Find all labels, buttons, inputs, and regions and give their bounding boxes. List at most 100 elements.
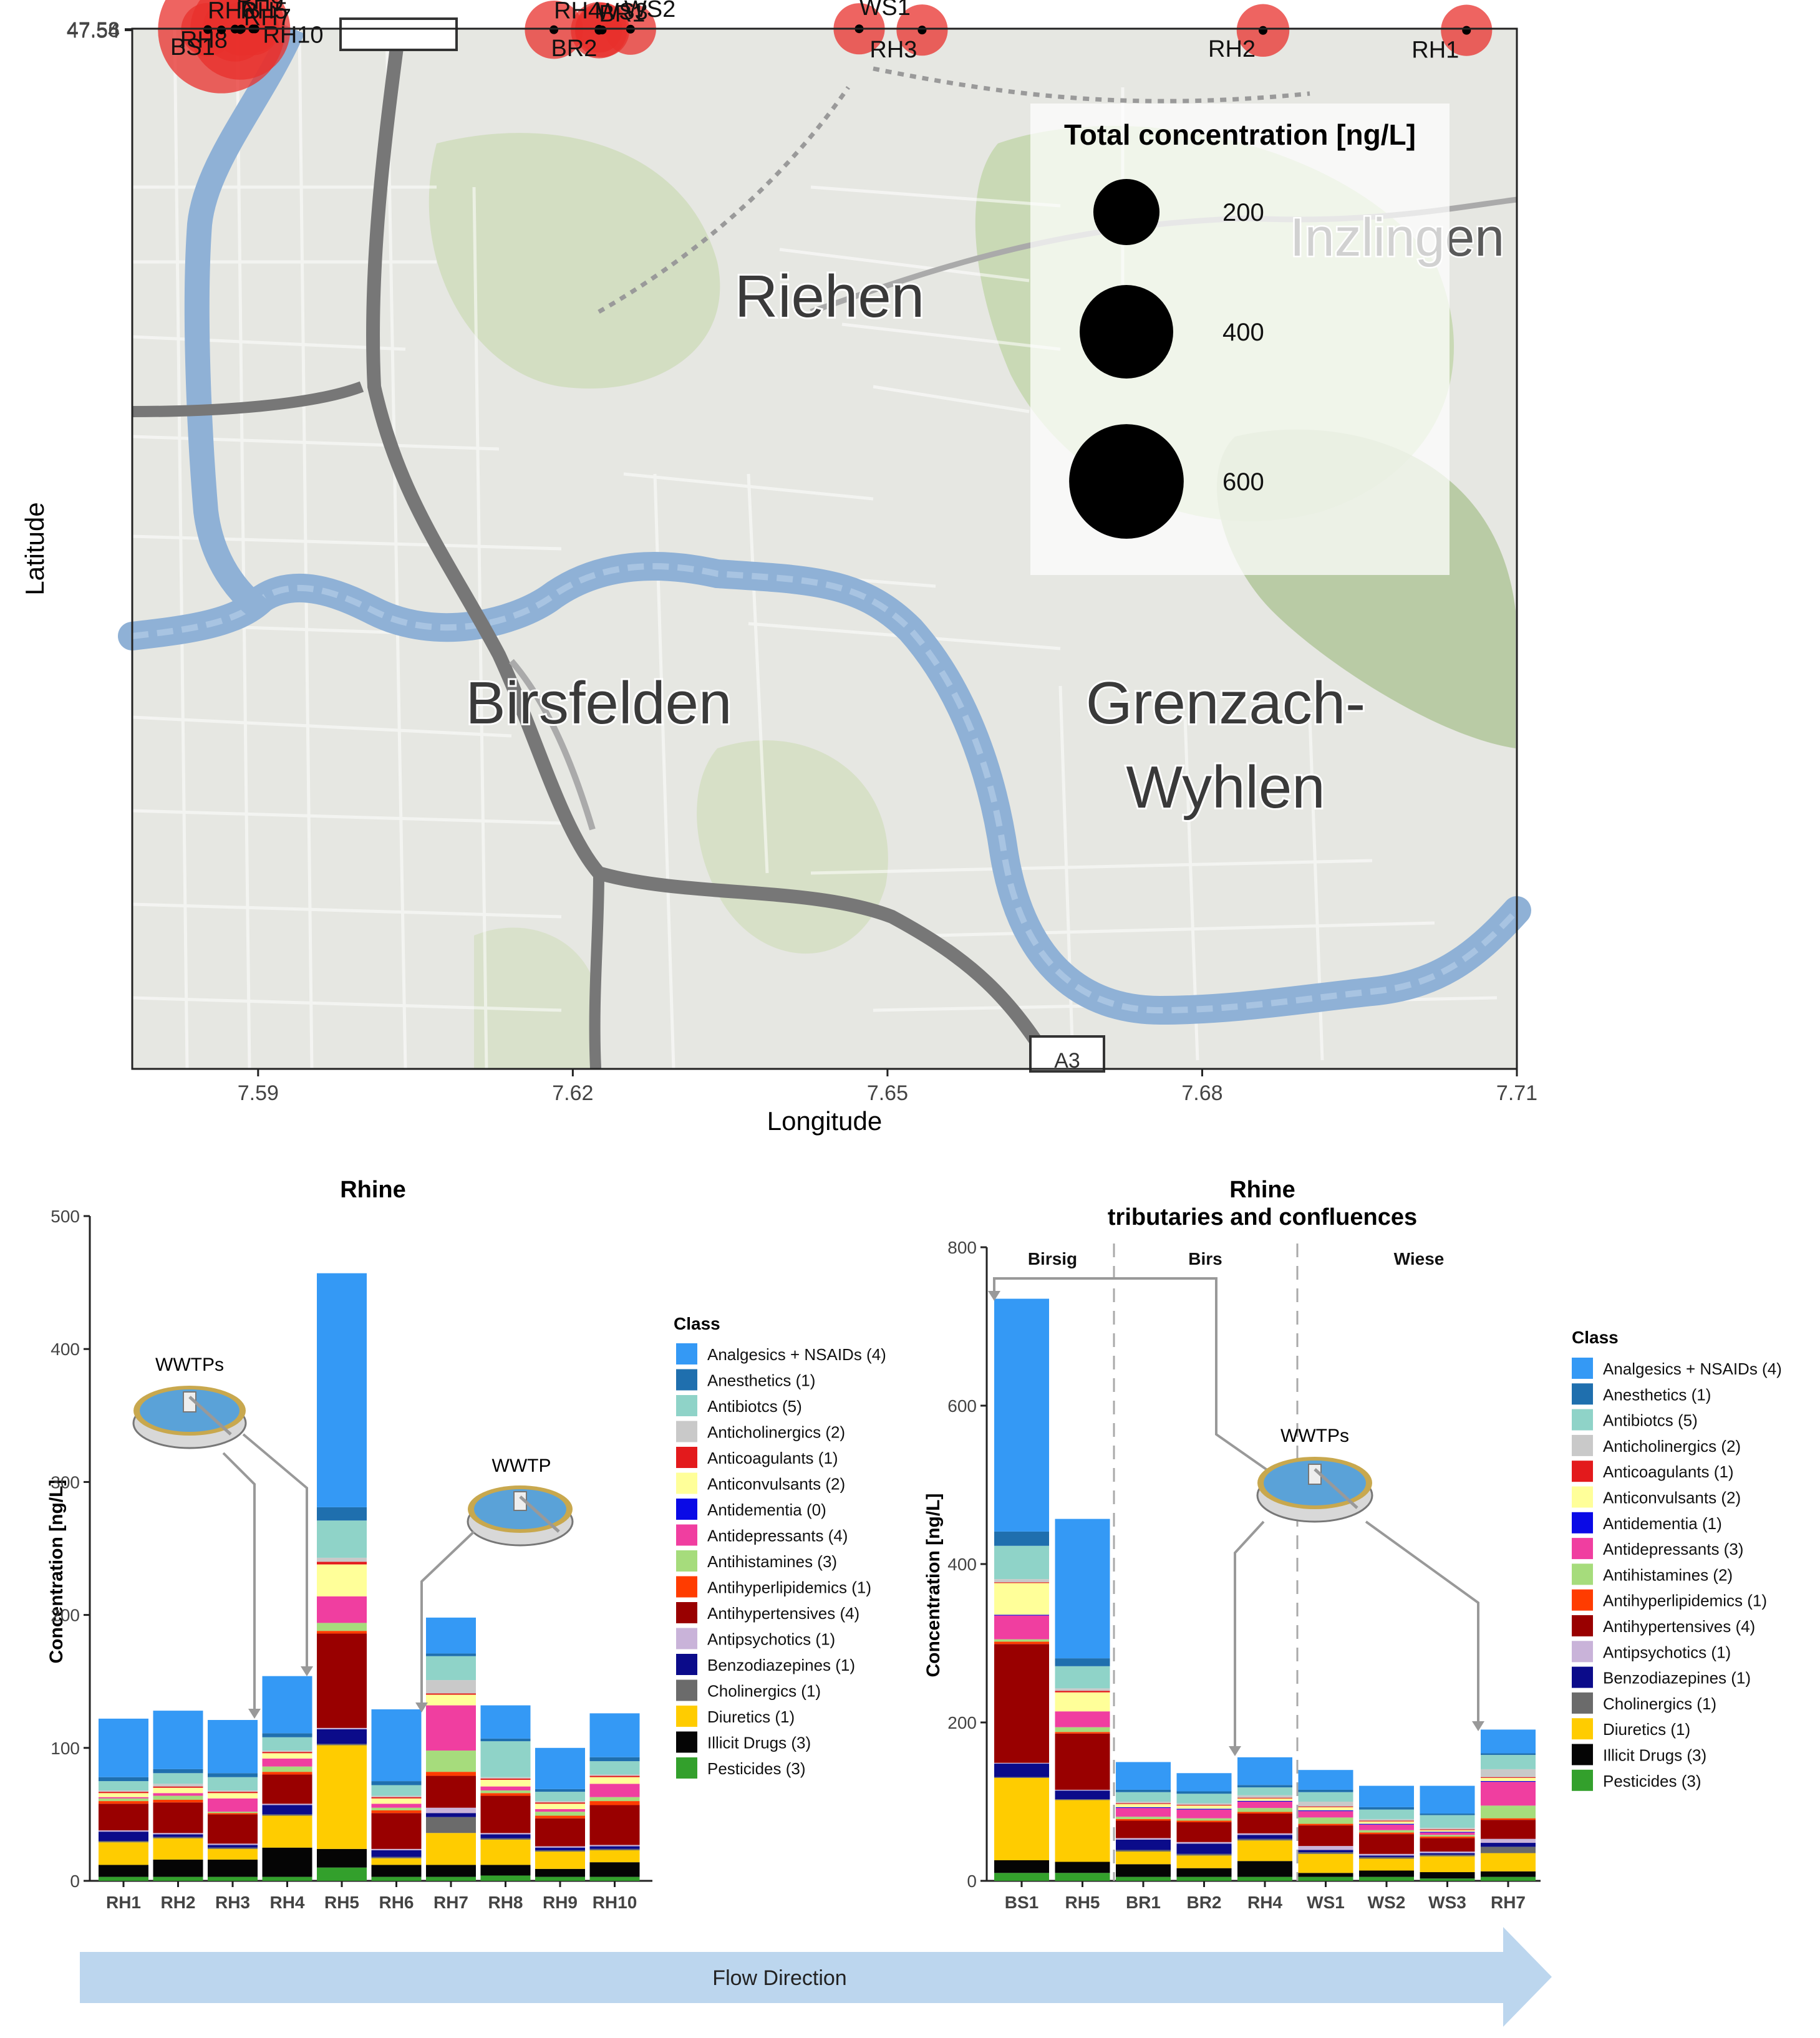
bar-segment bbox=[589, 1777, 640, 1784]
bar-segment bbox=[1176, 1791, 1232, 1794]
bar-segment bbox=[153, 1784, 203, 1787]
bar-segment bbox=[99, 1841, 148, 1843]
legend-swatch bbox=[1572, 1358, 1593, 1379]
bar-segment bbox=[1481, 1769, 1536, 1777]
bar-segment bbox=[208, 1773, 258, 1777]
bar-segment bbox=[1481, 1729, 1536, 1754]
bar-segment bbox=[994, 1860, 1049, 1873]
bar-segment bbox=[99, 1793, 148, 1797]
bar-segment bbox=[317, 1596, 367, 1623]
size-legend-circle bbox=[1069, 424, 1184, 539]
legend-swatch bbox=[676, 1628, 697, 1649]
bar-segment bbox=[1116, 1876, 1171, 1881]
bar-segment bbox=[480, 1778, 531, 1780]
bar-segment bbox=[1176, 1876, 1232, 1881]
annotation-arrow bbox=[1234, 1520, 1265, 1746]
bar-segment bbox=[1481, 1755, 1536, 1769]
map-frame bbox=[131, 27, 1518, 1070]
bar-segment bbox=[1481, 1876, 1536, 1881]
site-label: RH3 bbox=[869, 37, 917, 63]
legend-swatch bbox=[1572, 1641, 1593, 1663]
legend-swatch bbox=[1572, 1589, 1593, 1611]
legend-label: Antipsychotics (1) bbox=[707, 1630, 835, 1649]
legend-swatch bbox=[676, 1499, 697, 1520]
bar-segment bbox=[480, 1838, 531, 1840]
bar-segment bbox=[426, 1617, 476, 1654]
bar-segment bbox=[994, 1644, 1049, 1763]
bar-segment bbox=[208, 1847, 258, 1849]
x-tick-label: BS1 bbox=[1005, 1893, 1038, 1912]
bar-segment bbox=[535, 1846, 585, 1848]
flow-direction-arrow: Flow Direction bbox=[80, 1927, 1552, 2027]
bar-segment bbox=[589, 1757, 640, 1762]
legend-swatch bbox=[1572, 1461, 1593, 1482]
site-point bbox=[236, 25, 245, 34]
legend-label: Analgesics + NSAIDs (4) bbox=[707, 1345, 886, 1364]
bar-segment bbox=[1420, 1785, 1475, 1814]
bar-segment bbox=[480, 1705, 531, 1739]
bar-segment bbox=[1359, 1858, 1414, 1871]
bar-segment bbox=[1420, 1838, 1475, 1852]
bar-segment bbox=[1481, 1871, 1536, 1877]
legend-swatch bbox=[676, 1757, 697, 1779]
legend-label: Analgesics + NSAIDs (4) bbox=[1603, 1359, 1782, 1378]
bar-segment bbox=[371, 1810, 422, 1813]
bar-segment bbox=[480, 1875, 531, 1881]
y-tick-label: 600 bbox=[947, 1396, 977, 1416]
bar-segment bbox=[99, 1797, 148, 1799]
y-tick-label: 47.56 bbox=[67, 19, 120, 42]
legend-label: Diuretics (1) bbox=[1603, 1720, 1690, 1739]
bar-segment bbox=[1420, 1832, 1475, 1835]
bar-segment bbox=[317, 1631, 367, 1634]
bar-segment bbox=[1237, 1833, 1292, 1835]
bar-segment bbox=[1359, 1832, 1414, 1835]
bar-segment bbox=[208, 1798, 258, 1812]
bar-segment bbox=[153, 1786, 203, 1788]
bar-segment bbox=[1116, 1817, 1171, 1819]
legend-label: Anticonvulsants (2) bbox=[1603, 1489, 1741, 1507]
legend-swatch bbox=[1572, 1434, 1593, 1456]
bar-segment bbox=[317, 1520, 367, 1558]
bar-segment bbox=[1298, 1792, 1353, 1802]
legend-label: Antihistamines (3) bbox=[707, 1552, 837, 1571]
bar-segment bbox=[99, 1792, 148, 1794]
bar-segment bbox=[535, 1792, 585, 1802]
bar-segment bbox=[589, 1784, 640, 1797]
legend-label: Illicit Drugs (3) bbox=[707, 1734, 811, 1752]
chart-title: Rhine bbox=[340, 1177, 406, 1203]
bar-segment bbox=[1420, 1813, 1475, 1815]
bar-segment bbox=[535, 1818, 585, 1847]
bar-segment bbox=[1176, 1794, 1232, 1804]
bar-segment bbox=[1420, 1827, 1475, 1830]
y-tick-label: 0 bbox=[70, 1871, 80, 1891]
stacked-bars bbox=[994, 1298, 1536, 1881]
bar-segment bbox=[208, 1790, 258, 1792]
bar-segment bbox=[426, 1876, 476, 1881]
bar-segment bbox=[589, 1805, 640, 1845]
x-tick-label: BR1 bbox=[1126, 1893, 1161, 1912]
bar-segment bbox=[589, 1862, 640, 1877]
bar-segment bbox=[262, 1805, 312, 1815]
bar-segment bbox=[994, 1582, 1049, 1583]
y-tick-label: 400 bbox=[947, 1555, 977, 1574]
bar-segment bbox=[1237, 1795, 1292, 1798]
bar-segment bbox=[1116, 1818, 1171, 1821]
bar-segment bbox=[1116, 1852, 1171, 1865]
bar-segment bbox=[262, 1876, 312, 1881]
bar-segment bbox=[1298, 1876, 1353, 1881]
hill-area bbox=[474, 927, 599, 1069]
x-tick-label: RH3 bbox=[215, 1893, 250, 1912]
bar-segment bbox=[535, 1815, 585, 1818]
x-tick-label: 7.62 bbox=[552, 1081, 593, 1105]
bar-segment bbox=[1055, 1799, 1110, 1800]
bar-segment bbox=[208, 1793, 258, 1799]
bar-segment bbox=[480, 1738, 531, 1742]
legend-label: Anticonvulsants (2) bbox=[707, 1475, 845, 1494]
x-tick-label: RH4 bbox=[1247, 1893, 1282, 1912]
legend-label: Benzodiazepines (1) bbox=[707, 1656, 855, 1674]
bar-segment bbox=[426, 1865, 476, 1877]
legend-label: Benzodiazepines (1) bbox=[1603, 1669, 1751, 1688]
bar-segment bbox=[1237, 1798, 1292, 1801]
bar-segment bbox=[480, 1786, 531, 1791]
bar-segment bbox=[480, 1779, 531, 1787]
